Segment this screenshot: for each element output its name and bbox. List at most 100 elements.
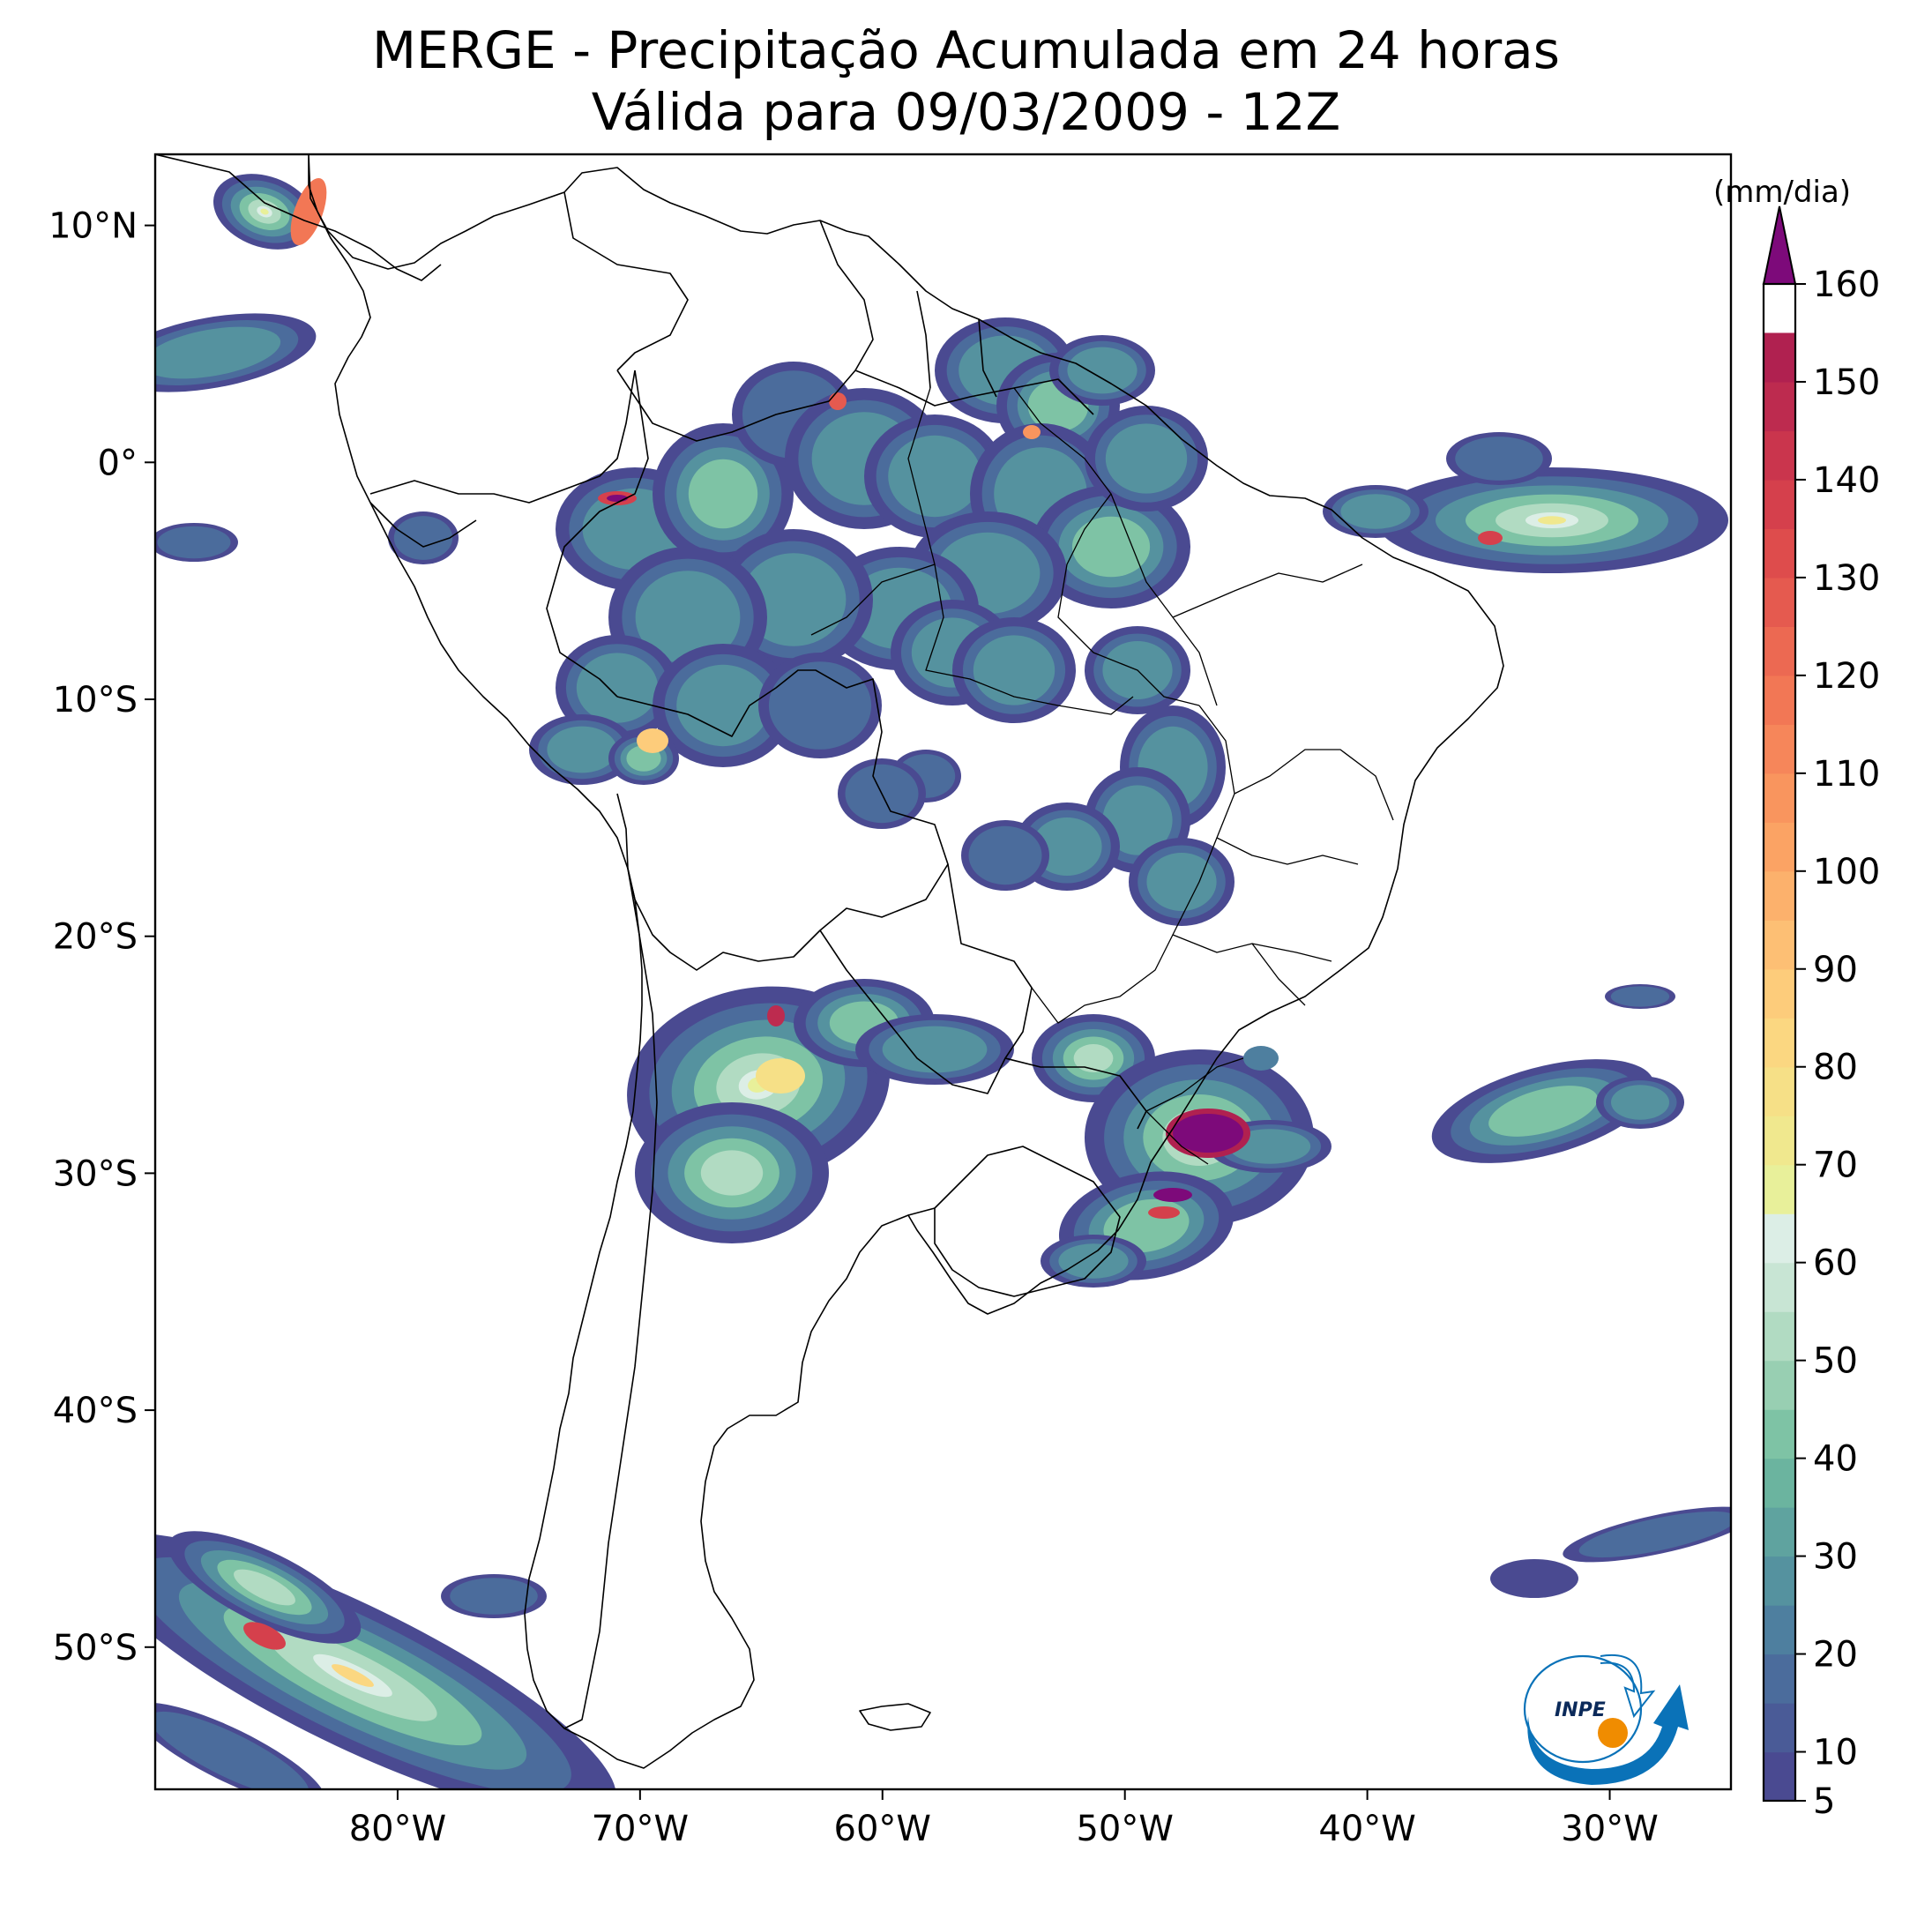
colorbar-segment: [1764, 626, 1795, 676]
colorbar-segment: [1764, 1213, 1795, 1264]
colorbar-segment: [1764, 1116, 1795, 1166]
colorbar-tick-label: 110: [1813, 754, 1880, 795]
precip-cell: [1102, 785, 1173, 855]
precip-cell: [1478, 531, 1503, 545]
colorbar-segment: [1764, 332, 1795, 383]
logo-arc-arrow-icon: [1600, 1653, 1656, 1719]
lat-tick-label: 0°: [98, 443, 138, 483]
precip-cell: [1148, 1206, 1180, 1219]
precipitation-field: [155, 174, 1731, 1789]
colorbar-segment: [1764, 1311, 1795, 1362]
precip-cell: [1243, 1046, 1279, 1071]
colorbar-segment: [1764, 773, 1795, 823]
precip-cell: [1067, 347, 1138, 394]
colorbar-tick-label: 80: [1813, 1048, 1858, 1088]
precip-cell: [393, 516, 453, 560]
lat-tick-label: 10°N: [48, 206, 138, 247]
precip-cell: [1340, 494, 1411, 529]
central-america-coastline: [155, 154, 442, 281]
colorbar-segment: [1764, 577, 1795, 627]
brazil-state-borders: [810, 387, 1394, 1165]
precip-cell: [741, 553, 847, 646]
precip-cell: [700, 1150, 764, 1196]
border-guyana-suriname: [916, 290, 931, 389]
colorbar-segment: [1764, 1751, 1795, 1802]
precip-cell: [1023, 425, 1041, 439]
colorbar-segment: [1764, 1605, 1795, 1655]
lon-tick-label: 30°W: [1561, 1809, 1658, 1849]
border-uruguay: [934, 1146, 1121, 1297]
precip-cell: [332, 1664, 374, 1687]
map-layers: [155, 154, 1731, 1789]
precip-cell: [243, 1622, 286, 1650]
border-ecuador-peru: [369, 502, 477, 548]
map-frame: [153, 153, 1733, 1791]
colorbar-segment: [1764, 430, 1795, 481]
colorbar-tick-label: 90: [1813, 950, 1858, 990]
precip-cell: [882, 1026, 988, 1073]
precip-cell: [1105, 423, 1188, 494]
precip-cell: [688, 459, 758, 529]
precip-cell: [973, 635, 1056, 705]
colorbar-tick-label: 50: [1813, 1341, 1858, 1382]
border-argentina-central: [907, 1207, 936, 1216]
colorbar-segment: [1764, 528, 1795, 579]
precip-cell: [1610, 986, 1670, 1007]
precip-cell: [1455, 437, 1543, 481]
precip-cell: [1173, 1114, 1243, 1153]
precip-cell: [756, 1058, 805, 1094]
precip-cell: [829, 392, 847, 410]
colorbar-ticks: 5 10 20 30 40 50 60 70 80 90 100 110 120 130 140 150 160: [1795, 265, 1880, 1822]
lat-tick-label: 40°S: [53, 1391, 138, 1431]
precip-cell: [1490, 1559, 1578, 1598]
colorbar-segment: [1764, 675, 1795, 725]
colorbar-tick-label: 70: [1813, 1146, 1858, 1186]
colorbar-segment: [1764, 1164, 1795, 1214]
precip-cell: [888, 435, 981, 518]
colorbar-extend-arrow: [1762, 205, 1797, 285]
colorbar-segment: [1764, 870, 1795, 921]
colorbar: (mm/dia) 5 10 20 30 40 50 60 70 80 90 100 110 120 130…: [1713, 175, 1880, 1822]
logo-swoosh-icon: [1527, 1684, 1689, 1785]
lat-tick-label: 50°S: [53, 1628, 138, 1668]
colorbar-tick-label: 40: [1813, 1439, 1858, 1480]
precip-cell: [1488, 1086, 1598, 1137]
colorbar-tick-label: 100: [1813, 852, 1880, 892]
border-colombia-ecuador-peru: [369, 370, 636, 504]
colorbar-tick-label: 130: [1813, 558, 1880, 599]
border-peru-brazil: [546, 370, 649, 698]
precip-cell: [157, 526, 231, 559]
logo-sun-dot: [1598, 1718, 1628, 1748]
precip-cell: [1538, 516, 1566, 525]
colorbar-segment: [1764, 381, 1795, 432]
longitude-ticks: 80°W 70°W 60°W 50°W 40°W 30°W: [349, 1789, 1659, 1849]
colorbar-segment: [1764, 1458, 1795, 1508]
colorbar-segment: [1764, 1409, 1795, 1459]
precip-cell: [155, 1711, 310, 1789]
precip-cell: [968, 825, 1042, 885]
precip-cell: [576, 653, 659, 723]
precip-cell: [1071, 516, 1151, 578]
lon-tick-label: 50°W: [1076, 1809, 1173, 1849]
latitude-ticks: 10°N 0° 10°S 20°S 30°S 40°S 50°S: [48, 206, 155, 1668]
precip-cell: [1073, 1044, 1114, 1072]
colorbar-segment: [1764, 1018, 1795, 1068]
coastlines-and-borders: [155, 154, 1504, 1769]
colorbar-tick-label: 30: [1813, 1537, 1858, 1578]
lon-tick-label: 70°W: [592, 1809, 689, 1849]
falklands-coastline: [859, 1703, 931, 1731]
colorbar-unit-label: (mm/dia): [1713, 175, 1851, 210]
south-america-coastline: [308, 154, 1504, 1769]
colorbar-segments: [1764, 332, 1795, 1802]
colorbar-tick-label: 20: [1813, 1635, 1858, 1676]
colorbar-tick-label: 160: [1813, 265, 1880, 305]
title-line-1: MERGE - Precipitação Acumulada em 24 hor…: [372, 20, 1560, 80]
colorbar-segment: [1764, 968, 1795, 1019]
border-chile-argentina: [563, 868, 658, 1729]
border-venezuela-guyana: [819, 220, 874, 371]
lat-tick-label: 20°S: [53, 917, 138, 958]
title-line-2: Válida para 09/03/2009 - 12Z: [591, 82, 1341, 142]
colorbar-segment: [1764, 1703, 1795, 1753]
colorbar-segment: [1764, 1066, 1795, 1116]
precip-cell: [676, 664, 770, 747]
